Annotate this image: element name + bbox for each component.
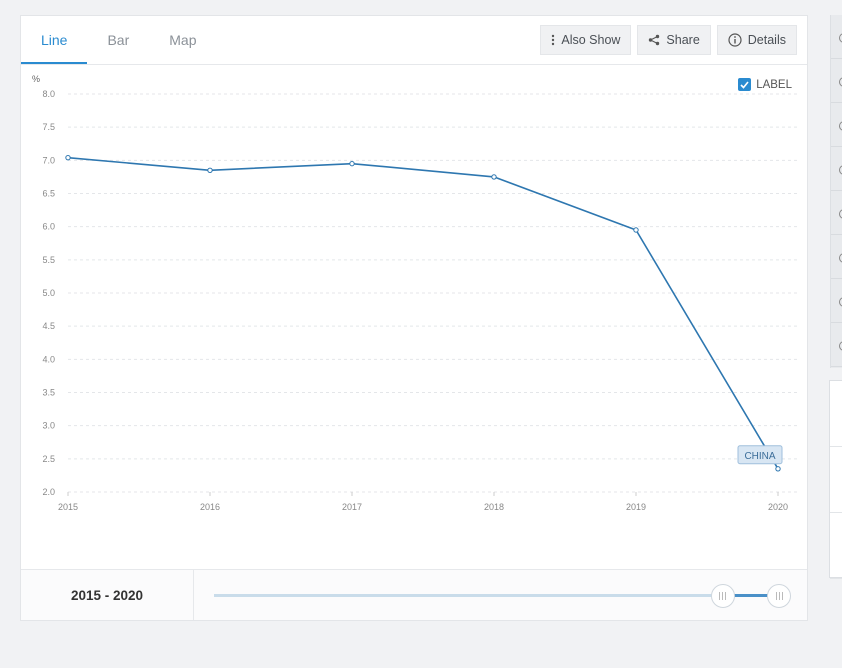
side-panel-cell [830, 381, 842, 447]
chart-type-tabs: Line Bar Map [21, 16, 217, 64]
side-panel-row[interactable] [831, 323, 842, 367]
side-panel-row[interactable] [831, 147, 842, 191]
vertical-dots-icon [552, 34, 555, 46]
range-end-handle[interactable] [767, 584, 791, 608]
range-label: 2015 - 2020 [21, 570, 194, 620]
side-panel-cell [830, 513, 842, 579]
label-toggle[interactable]: LABEL [738, 78, 792, 91]
series-line [67, 156, 779, 470]
share-label: Share [666, 33, 700, 47]
x-tick-label: 2016 [200, 502, 220, 512]
label-toggle-text: LABEL [756, 78, 792, 91]
data-point [65, 154, 71, 161]
series-label-box [737, 445, 783, 465]
header-divider [21, 64, 807, 65]
series-label: CHINA [744, 451, 775, 462]
chart-card: Line Bar Map Also Show Share Details LAB… [20, 15, 808, 621]
tab-bar[interactable]: Bar [107, 32, 130, 48]
range-start-handle[interactable] [710, 584, 735, 608]
tab-line[interactable]: Line [21, 16, 88, 64]
x-tick-label: 2018 [484, 502, 504, 512]
side-panel-row[interactable] [831, 191, 842, 235]
y-tick-label: 7.5 [42, 122, 55, 132]
share-button[interactable]: Share [637, 25, 711, 55]
chart-toolbar: Also Show Share Details [540, 25, 797, 55]
label-checkbox[interactable] [738, 78, 752, 91]
checkmark-icon [740, 80, 749, 89]
y-tick-label: 4.5 [42, 321, 55, 331]
side-panel-row[interactable] [831, 59, 842, 103]
y-tick-label: 5.5 [42, 255, 55, 265]
side-panel-row[interactable] [831, 103, 842, 147]
y-tick-label: 2.0 [42, 487, 55, 497]
side-panel-row[interactable] [831, 279, 842, 323]
grip-icon [719, 592, 726, 600]
info-icon [728, 33, 742, 47]
share-icon [649, 34, 660, 46]
line-chart: % 2.0 2.5 3.0 3.5 4.0 4.5 5.0 5.5 6.0 6.5 7.0 7.5 8.0… [32, 74, 798, 512]
y-axis-unit: % [32, 74, 40, 84]
side-panel-row[interactable] [831, 235, 842, 279]
x-tick-label: 2017 [342, 502, 362, 512]
details-button[interactable]: Details [716, 25, 797, 55]
data-point [349, 160, 355, 167]
tab-map[interactable]: Map [169, 32, 197, 48]
y-tick-label: 5.0 [42, 288, 55, 298]
grip-icon [775, 592, 783, 600]
y-tick-label: 6.0 [42, 222, 55, 232]
data-point [491, 174, 497, 180]
side-panel-row[interactable] [831, 15, 842, 59]
range-footer: 2015 - 2020 [21, 569, 807, 620]
side-panel [830, 15, 842, 368]
x-tick-label: 2015 [58, 502, 78, 512]
y-tick-label: 3.0 [42, 421, 55, 431]
range-slider-fill [722, 594, 779, 597]
side-panel-cell [830, 447, 842, 513]
y-tick-label: 3.5 [42, 388, 55, 398]
also-show-label: Also Show [561, 33, 621, 47]
y-tick-label: 4.0 [42, 354, 55, 364]
data-point [633, 227, 639, 233]
y-tick-label: 7.0 [42, 155, 55, 165]
data-point [775, 466, 781, 472]
also-show-button[interactable]: Also Show [540, 25, 632, 55]
y-tick-label: 8.0 [42, 89, 55, 99]
x-tick-label: 2020 [768, 502, 788, 512]
y-tick-label: 6.5 [42, 189, 55, 199]
data-point [207, 167, 213, 173]
side-panel-lower [829, 380, 842, 579]
details-label: Details [747, 33, 786, 47]
y-tick-label: 2.5 [42, 454, 55, 464]
range-slider-track[interactable] [214, 594, 779, 597]
x-tick-label: 2019 [626, 502, 646, 512]
